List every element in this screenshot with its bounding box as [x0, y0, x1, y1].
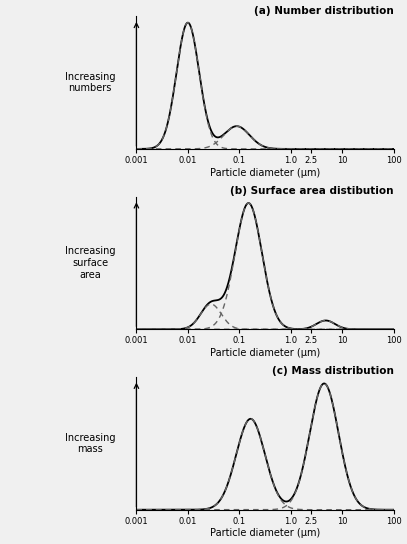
Text: (c) Mass distribution: (c) Mass distribution	[272, 366, 394, 376]
Text: Increasing
numbers: Increasing numbers	[65, 72, 116, 94]
Text: Increasing
surface
area: Increasing surface area	[65, 246, 116, 280]
X-axis label: Particle diameter (μm): Particle diameter (μm)	[210, 528, 320, 539]
Text: (a) Number distribution: (a) Number distribution	[254, 5, 394, 16]
X-axis label: Particle diameter (μm): Particle diameter (μm)	[210, 168, 320, 178]
Text: (b) Surface area distibution: (b) Surface area distibution	[230, 186, 394, 196]
Text: Increasing
mass: Increasing mass	[65, 432, 116, 454]
X-axis label: Particle diameter (μm): Particle diameter (μm)	[210, 348, 320, 358]
